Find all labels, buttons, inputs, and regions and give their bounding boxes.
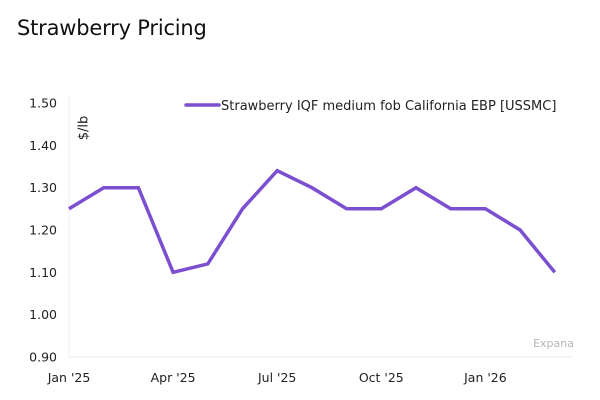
series-lines xyxy=(68,168,557,275)
y-tick-label: 1.20 xyxy=(29,223,57,238)
x-tick-label: Oct '25 xyxy=(359,370,404,385)
y-tick-label: 1.30 xyxy=(29,180,57,195)
y-tick-label: 1.10 xyxy=(29,265,57,280)
x-tick-label: Jan '25 xyxy=(47,370,91,385)
legend: Strawberry IQF medium fob California EBP… xyxy=(184,99,556,114)
y-axis: 0.90 1.00 1.10 1.20 1.30 1.40 1.50 xyxy=(29,96,70,365)
legend-label: Strawberry IQF medium fob California EBP… xyxy=(221,99,556,114)
x-axis: Jan '25 Apr '25 Jul '25 Oct '25 Jan '26 xyxy=(47,356,572,385)
y-tick-label: 1.50 xyxy=(29,96,57,111)
chart-title: Strawberry Pricing xyxy=(17,16,207,40)
y-tick-label: 0.90 xyxy=(29,350,57,365)
source-watermark: Expana xyxy=(533,337,574,350)
y-tick-label: 1.40 xyxy=(29,138,57,153)
y-axis-label: $/lb xyxy=(77,116,92,141)
x-tick-label: Jan '26 xyxy=(463,370,507,385)
y-tick-label: 1.00 xyxy=(29,307,57,322)
x-tick-label: Jul '25 xyxy=(257,370,296,385)
x-tick-label: Apr '25 xyxy=(151,370,196,385)
series-line xyxy=(68,168,557,275)
